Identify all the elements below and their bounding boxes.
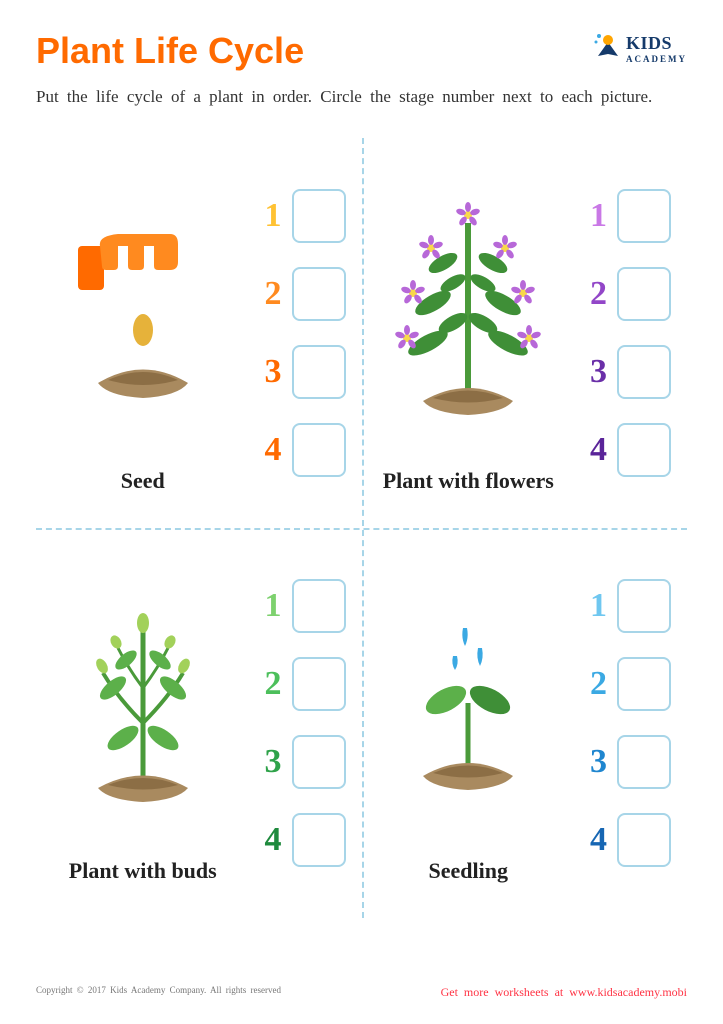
answer-box[interactable]	[292, 579, 346, 633]
num-2: 2	[579, 665, 607, 703]
num-2: 2	[254, 665, 282, 703]
num-2: 2	[579, 275, 607, 313]
logo-kids: KIDS	[626, 33, 672, 53]
header: Plant Life Cycle KIDS ACADEMY	[36, 30, 687, 72]
worksheet-grid: Seed 1 2 3 4	[36, 138, 687, 918]
cell-buds: Plant with buds 1 2 3 4	[36, 528, 362, 918]
answer-box[interactable]	[617, 345, 671, 399]
num-row: 4	[579, 813, 671, 867]
numbers-flowers: 1 2 3 4	[565, 156, 677, 510]
num-row: 1	[579, 579, 671, 633]
illus-col-flowers: Plant with flowers	[372, 156, 566, 510]
num-row: 4	[254, 813, 346, 867]
num-4: 4	[254, 821, 282, 859]
num-row: 3	[579, 735, 671, 789]
num-row: 1	[254, 579, 346, 633]
cell-flowers: Plant with flowers 1 2 3 4	[362, 138, 688, 528]
num-row: 3	[254, 735, 346, 789]
answer-box[interactable]	[617, 189, 671, 243]
numbers-seed: 1 2 3 4	[240, 156, 352, 510]
footer: Copyright © 2017 Kids Academy Company. A…	[36, 985, 687, 1000]
logo-text: KIDS ACADEMY	[626, 33, 687, 64]
answer-box[interactable]	[292, 345, 346, 399]
illus-buds	[46, 546, 240, 851]
answer-box[interactable]	[617, 579, 671, 633]
illus-col-seed: Seed	[46, 156, 240, 510]
caption-seedling: Seedling	[429, 858, 508, 883]
num-3: 3	[254, 353, 282, 391]
numbers-seedling: 1 2 3 4	[565, 546, 677, 900]
num-3: 3	[579, 743, 607, 781]
answer-box[interactable]	[617, 735, 671, 789]
illus-col-buds: Plant with buds	[46, 546, 240, 900]
answer-box[interactable]	[292, 423, 346, 477]
answer-box[interactable]	[617, 267, 671, 321]
illus-seed	[46, 156, 240, 461]
more-link: Get more worksheets at www.kidsacademy.m…	[441, 985, 687, 1000]
answer-box[interactable]	[292, 657, 346, 711]
num-row: 4	[254, 423, 346, 477]
num-row: 3	[254, 345, 346, 399]
num-row: 1	[254, 189, 346, 243]
num-4: 4	[254, 431, 282, 469]
copyright: Copyright © 2017 Kids Academy Company. A…	[36, 985, 281, 1000]
num-4: 4	[579, 821, 607, 859]
cell-seed: Seed 1 2 3 4	[36, 138, 362, 528]
num-1: 1	[254, 197, 282, 235]
num-1: 1	[579, 587, 607, 625]
illus-seedling	[372, 546, 566, 851]
illus-flowers	[372, 156, 566, 461]
num-4: 4	[579, 431, 607, 469]
numbers-buds: 1 2 3 4	[240, 546, 352, 900]
cell-seedling: Seedling 1 2 3 4	[362, 528, 688, 918]
page-title: Plant Life Cycle	[36, 30, 304, 72]
num-row: 3	[579, 345, 671, 399]
answer-box[interactable]	[292, 267, 346, 321]
num-row: 2	[579, 657, 671, 711]
num-row: 1	[579, 189, 671, 243]
num-row: 2	[254, 657, 346, 711]
caption-seed: Seed	[121, 468, 165, 493]
illus-col-seedling: Seedling	[372, 546, 566, 900]
logo-icon	[594, 30, 622, 66]
num-1: 1	[254, 587, 282, 625]
answer-box[interactable]	[292, 735, 346, 789]
logo: KIDS ACADEMY	[594, 30, 687, 66]
instructions: Put the life cycle of a plant in order. …	[36, 84, 687, 110]
num-row: 2	[254, 267, 346, 321]
num-1: 1	[579, 197, 607, 235]
logo-academy: ACADEMY	[626, 54, 687, 64]
num-3: 3	[254, 743, 282, 781]
answer-box[interactable]	[292, 189, 346, 243]
caption-buds: Plant with buds	[69, 858, 217, 883]
num-row: 2	[579, 267, 671, 321]
answer-box[interactable]	[617, 813, 671, 867]
num-3: 3	[579, 353, 607, 391]
answer-box[interactable]	[292, 813, 346, 867]
answer-box[interactable]	[617, 423, 671, 477]
num-2: 2	[254, 275, 282, 313]
answer-box[interactable]	[617, 657, 671, 711]
caption-flowers: Plant with flowers	[383, 468, 554, 493]
num-row: 4	[579, 423, 671, 477]
